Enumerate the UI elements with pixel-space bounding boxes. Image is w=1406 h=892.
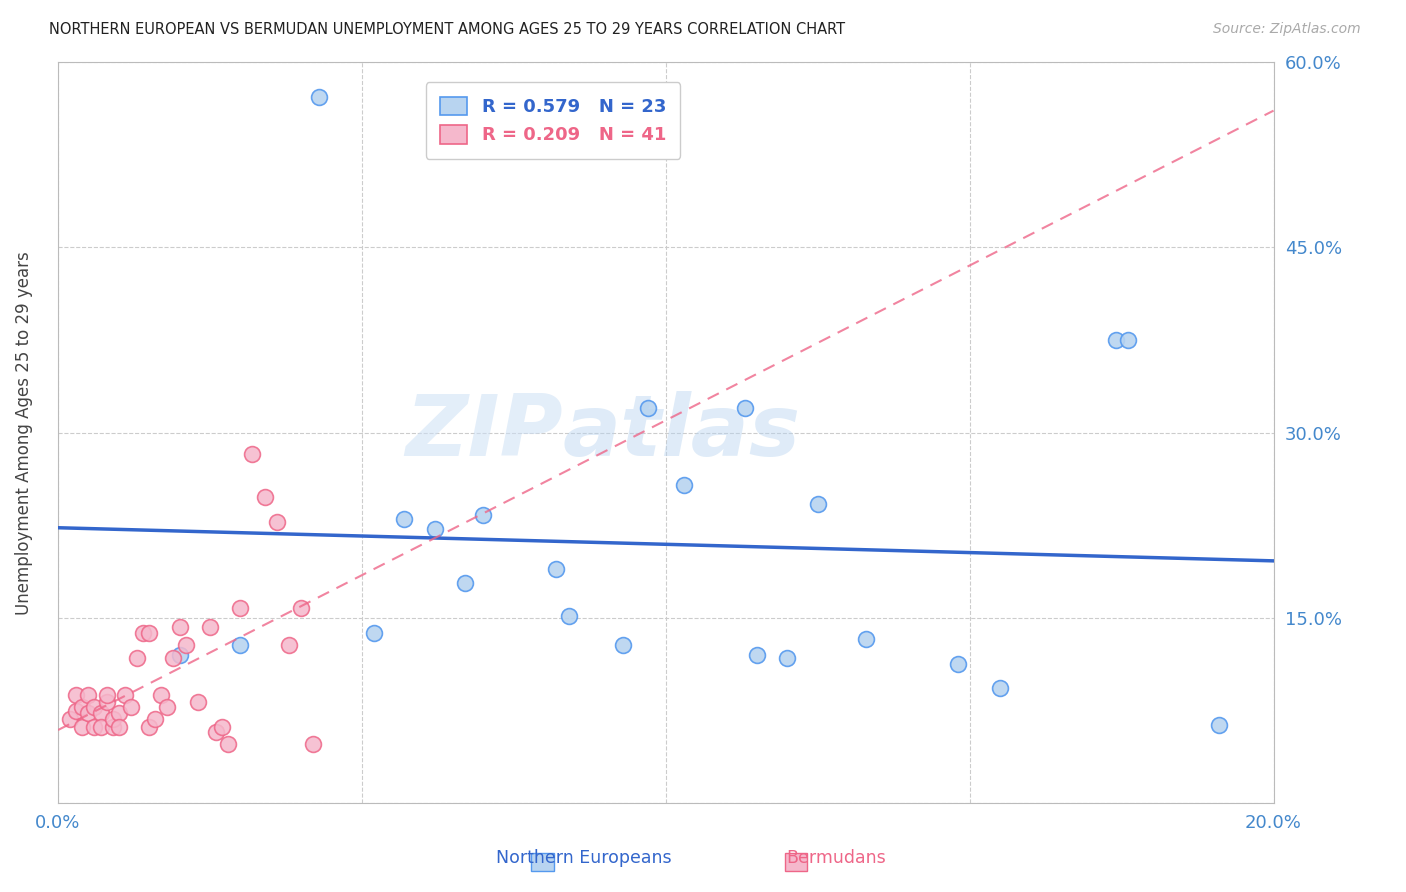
Point: [114, 688, 136, 702]
Text: Northern Europeans: Northern Europeans: [496, 849, 671, 867]
Point: [65, 704, 87, 718]
Point: [946, 657, 969, 671]
Point: [1116, 333, 1139, 347]
Point: [107, 706, 129, 720]
Point: [745, 648, 768, 662]
Point: [138, 625, 160, 640]
Point: [132, 625, 155, 640]
Point: [734, 401, 756, 415]
Point: [1208, 718, 1230, 732]
Point: [90, 720, 112, 734]
Point: [546, 561, 568, 575]
Point: [187, 695, 209, 709]
Point: [198, 620, 221, 634]
Point: [72, 720, 94, 734]
Point: [229, 638, 252, 652]
Point: [394, 512, 416, 526]
Point: [138, 720, 160, 734]
Point: [77, 706, 100, 720]
Text: atlas: atlas: [562, 392, 800, 475]
Point: [96, 688, 118, 702]
Point: [150, 688, 173, 702]
Point: [96, 695, 118, 709]
Point: [162, 650, 184, 665]
Point: [807, 497, 830, 511]
Point: [169, 648, 191, 662]
Point: [90, 706, 112, 720]
Point: [988, 681, 1011, 696]
Point: [302, 737, 325, 751]
Point: [855, 632, 877, 646]
Text: NORTHERN EUROPEAN VS BERMUDAN UNEMPLOYMENT AMONG AGES 25 TO 29 YEARS CORRELATION: NORTHERN EUROPEAN VS BERMUDAN UNEMPLOYME…: [49, 22, 845, 37]
Point: [229, 601, 252, 615]
Point: [637, 401, 659, 415]
Point: [211, 720, 233, 734]
Point: [107, 720, 129, 734]
Point: [65, 688, 87, 702]
Point: [776, 650, 799, 665]
Point: [83, 700, 105, 714]
Point: [125, 650, 148, 665]
Point: [205, 724, 228, 739]
Text: Source: ZipAtlas.com: Source: ZipAtlas.com: [1213, 22, 1361, 37]
Point: [174, 638, 197, 652]
Point: [156, 700, 179, 714]
Point: [557, 608, 579, 623]
Point: [266, 515, 288, 529]
Point: [253, 490, 276, 504]
Point: [120, 700, 142, 714]
Point: [143, 712, 166, 726]
Text: Bermudans: Bermudans: [787, 849, 886, 867]
Point: [672, 477, 695, 491]
Y-axis label: Unemployment Among Ages 25 to 29 years: Unemployment Among Ages 25 to 29 years: [15, 251, 32, 615]
Point: [290, 601, 312, 615]
Point: [472, 508, 495, 523]
Point: [101, 712, 124, 726]
Text: ZIP: ZIP: [405, 392, 562, 475]
Point: [454, 576, 477, 591]
Point: [72, 700, 94, 714]
Point: [242, 447, 264, 461]
Point: [77, 688, 100, 702]
Point: [217, 737, 239, 751]
Point: [101, 720, 124, 734]
Legend: R = 0.579   N = 23, R = 0.209   N = 41: R = 0.579 N = 23, R = 0.209 N = 41: [426, 82, 681, 159]
Point: [423, 522, 446, 536]
Point: [612, 638, 634, 652]
Point: [1104, 333, 1126, 347]
Point: [308, 89, 330, 103]
Point: [169, 620, 191, 634]
Point: [59, 712, 82, 726]
Point: [363, 625, 385, 640]
Point: [83, 720, 105, 734]
Point: [278, 638, 301, 652]
